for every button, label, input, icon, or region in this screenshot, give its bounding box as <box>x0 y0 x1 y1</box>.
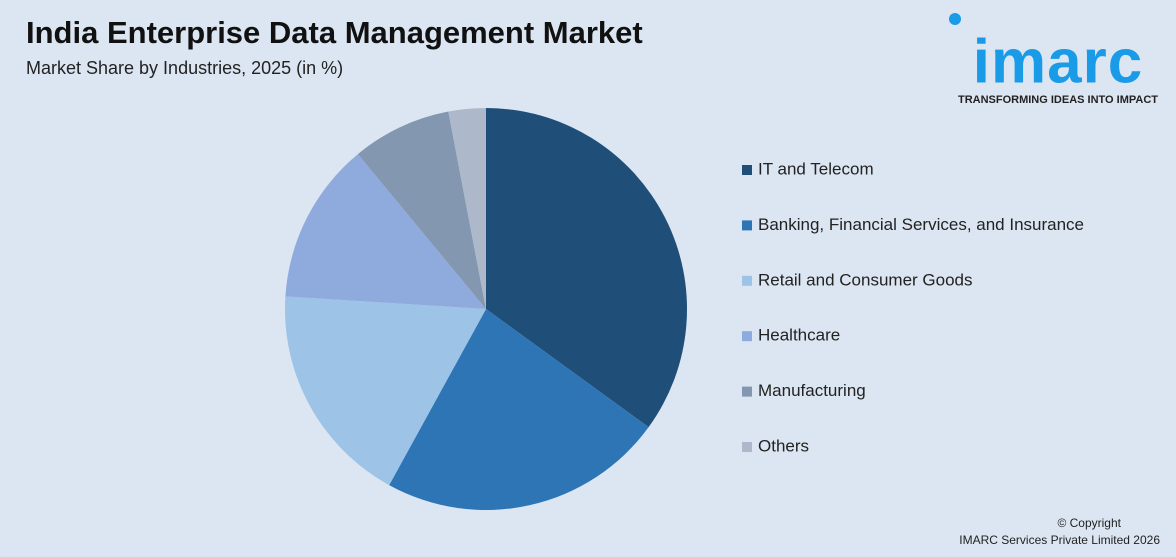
logo-name: imarc <box>973 27 1143 96</box>
legend-swatch <box>742 442 752 452</box>
pie-slice <box>285 296 486 486</box>
legend-label: Healthcare <box>758 326 840 345</box>
pie-slice <box>357 111 486 309</box>
logo-dot <box>949 13 961 25</box>
legend-label: IT and Telecom <box>758 159 874 178</box>
legend-label: Banking, Financial Services, and Insuran… <box>758 215 1084 234</box>
legend-label: Others <box>758 436 809 455</box>
pie-slice <box>389 309 649 510</box>
chart-title: India Enterprise Data Management Market <box>26 15 643 50</box>
logo-tagline: TRANSFORMING IDEAS INTO IMPACT <box>958 94 1158 106</box>
pie-slice <box>285 154 486 309</box>
pie-slice <box>486 108 688 428</box>
legend-swatch <box>742 165 752 175</box>
chart-subtitle: Market Share by Industries, 2025 (in %) <box>26 58 343 78</box>
legend-label: Manufacturing <box>758 381 866 400</box>
copyright-owner: IMARC Services Private Limited 2026 <box>959 533 1160 547</box>
legend-swatch <box>742 220 752 231</box>
legend-swatch <box>742 275 752 286</box>
legend-label: Retail and Consumer Goods <box>758 270 973 289</box>
legend-swatch <box>742 331 752 342</box>
copyright: © Copyright <box>1057 516 1121 530</box>
legend-swatch <box>742 386 752 397</box>
pie-slice <box>448 108 486 309</box>
